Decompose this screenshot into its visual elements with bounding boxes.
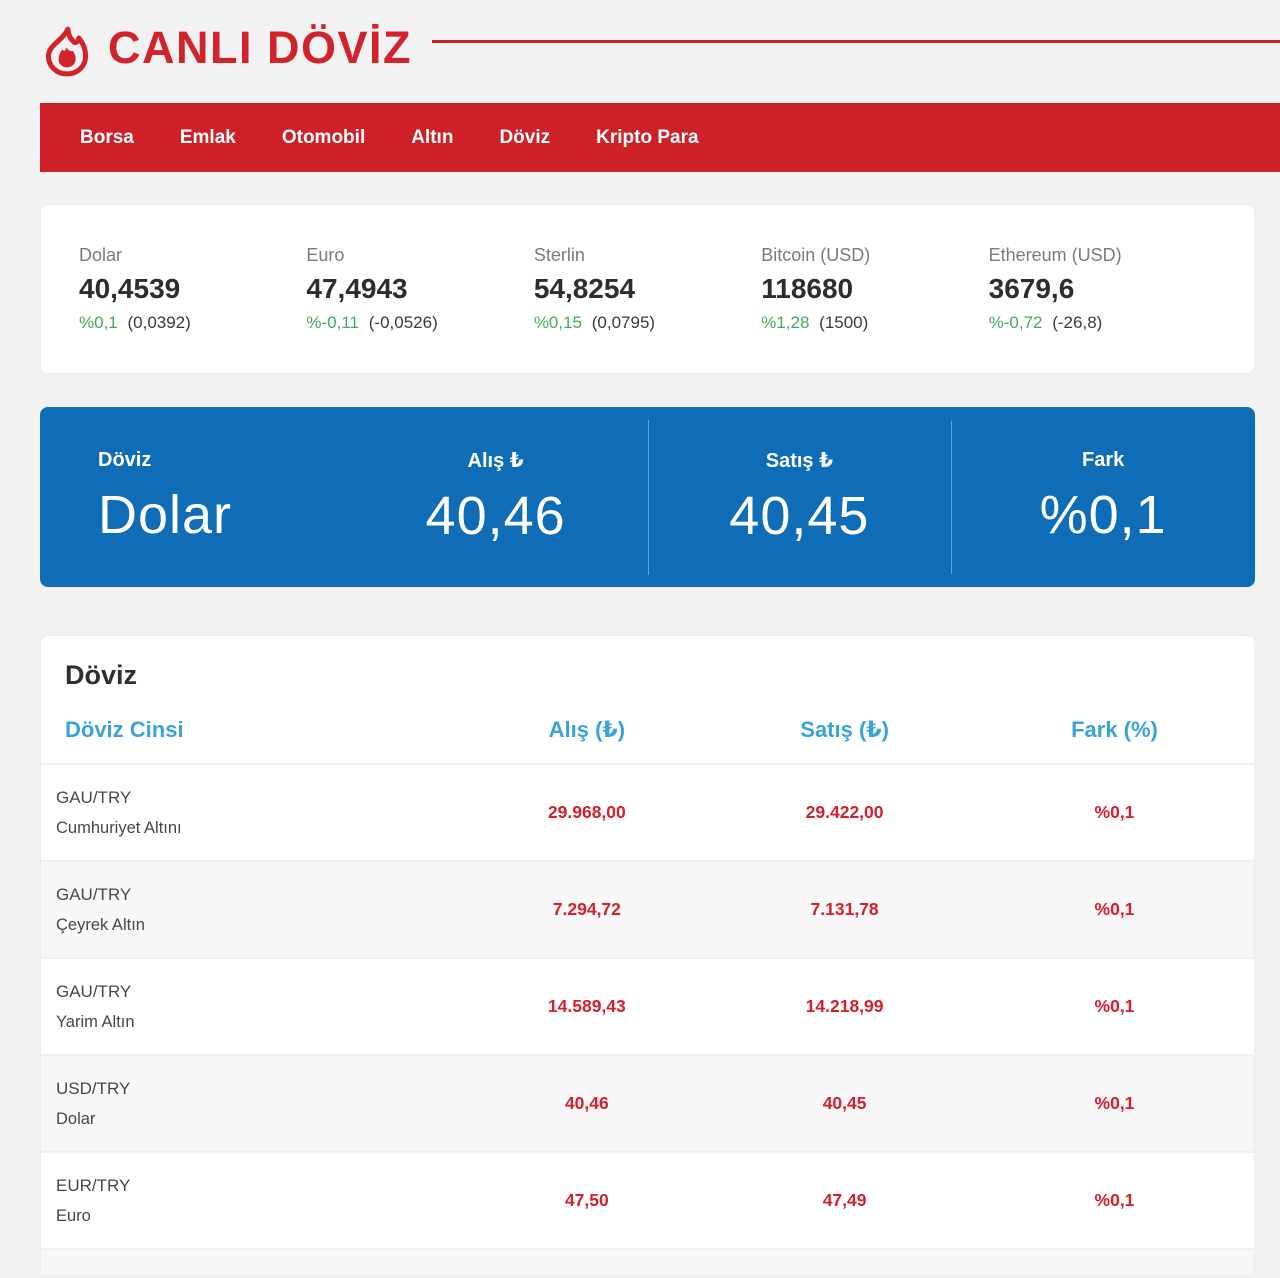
pair-name: Euro <box>56 1206 91 1225</box>
column-header-pair[interactable]: Döviz Cinsi <box>65 717 184 742</box>
pair-name: Yarim Altın <box>56 1012 135 1031</box>
change-percent: %0,1 <box>79 313 118 332</box>
featured-currency-label: Döviz <box>98 448 152 471</box>
nav-item-altin[interactable]: Altın <box>411 126 454 148</box>
nav-item-otomobil[interactable]: Otomobil <box>281 126 366 148</box>
featured-sell: Satış ₺ 40,45 <box>647 419 952 575</box>
featured-buy-value: 40,46 <box>425 485 566 546</box>
featured-diff: Fark %0,1 <box>951 420 1255 574</box>
ticker-name: Euro <box>306 245 345 265</box>
sell-cell: 47,49 <box>822 1190 867 1210</box>
ticker-change: %0,15 (0,0795) <box>534 313 761 333</box>
ticker-value: 3679,6 <box>988 273 1075 304</box>
featured-sell-value: 40,45 <box>729 485 870 546</box>
currency-table-card: Döviz Döviz Cinsi Alış (₺) Satış (₺) Far… <box>40 635 1255 1274</box>
sell-cell: 7.131,78 <box>810 899 879 919</box>
header-rule <box>432 40 1280 43</box>
table-row[interactable]: EUR/TRY Euro 47,50 47,49 %0,1 <box>41 1151 1254 1248</box>
change-absolute: (1500) <box>819 313 869 332</box>
buy-cell: 14.589,43 <box>547 996 626 1016</box>
table-row[interactable]: USD/TRY Dolar 40,46 40,45 %0,1 <box>41 1054 1254 1151</box>
column-header-buy[interactable]: Alış (₺) <box>548 717 626 742</box>
ticker-item-dolar[interactable]: Dolar 40,4539 %0,1 (0,0392) <box>79 245 306 333</box>
flame-icon[interactable] <box>40 24 94 80</box>
pair-name: Cumhuriyet Altını <box>56 818 182 837</box>
change-percent: %-0,72 <box>988 313 1043 332</box>
nav-item-emlak[interactable]: Emlak <box>179 126 236 148</box>
featured-buy-label: Alış ₺ <box>467 449 524 472</box>
pair-cell: GAU/TRY Çeyrek Altın <box>41 885 459 935</box>
diff-cell: %0,1 <box>1094 1190 1135 1210</box>
main-nav: Borsa Emlak Otomobil Altın Döviz Kripto … <box>40 103 1280 172</box>
ticker-item-sterlin[interactable]: Sterlin 54,8254 %0,15 (0,0795) <box>534 245 761 333</box>
ticker-value: 118680 <box>761 273 854 304</box>
diff-cell: %0,1 <box>1094 1093 1135 1113</box>
featured-diff-label: Fark <box>1082 448 1125 471</box>
featured-currency: Döviz Dolar <box>40 443 344 552</box>
ticker-change: %0,1 (0,0392) <box>79 313 306 333</box>
pair-cell: GAU/TRY Yarim Altın <box>41 982 459 1032</box>
pair-code: USD/TRY <box>56 1078 131 1098</box>
ticker-value: 40,4539 <box>79 273 181 304</box>
ticker-item-bitcoin[interactable]: Bitcoin (USD) 118680 %1,28 (1500) <box>761 245 988 333</box>
table-row[interactable]: GAU/TRY Yarim Altın 14.589,43 14.218,99 … <box>41 957 1254 1054</box>
ticker-item-ethereum[interactable]: Ethereum (USD) 3679,6 %-0,72 (-26,8) <box>989 245 1216 333</box>
pair-cell: EUR/TRY Euro <box>41 1176 459 1226</box>
change-percent: %-0,11 <box>306 313 360 332</box>
pair-cell: USD/TRY Dolar <box>41 1079 459 1129</box>
change-absolute: (0,0392) <box>127 313 191 332</box>
pair-name: Çeyrek Altın <box>56 915 145 934</box>
ticker-name: Dolar <box>79 245 123 265</box>
change-absolute: (-26,8) <box>1052 313 1103 332</box>
buy-cell: 29.968,00 <box>547 802 626 822</box>
sell-cell: 40,45 <box>822 1093 867 1113</box>
table-row-clipped <box>41 1248 1254 1274</box>
table-title: Döviz <box>65 660 138 690</box>
change-percent: %1,28 <box>761 313 810 332</box>
diff-cell: %0,1 <box>1094 996 1135 1016</box>
featured-sell-label: Satış ₺ <box>765 449 834 472</box>
ticker-value: 54,8254 <box>533 273 636 304</box>
logo-text[interactable]: CANLI DÖVİZ <box>108 21 412 73</box>
pair-code: GAU/TRY <box>56 981 132 1001</box>
sell-cell: 14.218,99 <box>805 996 884 1016</box>
diff-cell: %0,1 <box>1094 899 1135 919</box>
ticker-item-euro[interactable]: Euro 47,4943 %-0,11 (-0,0526) <box>306 245 533 333</box>
change-absolute: (0,0795) <box>591 313 656 332</box>
ticker-name: Bitcoin (USD) <box>761 245 871 265</box>
buy-cell: 40,46 <box>564 1093 609 1113</box>
featured-rate-panel: Döviz Dolar Alış ₺ 40,46 Satış ₺ 40,45 F… <box>40 407 1255 587</box>
buy-cell: 7.294,72 <box>552 899 621 919</box>
change-absolute: (-0,0526) <box>368 313 438 332</box>
nav-item-kripto-para[interactable]: Kripto Para <box>596 126 699 148</box>
pair-code: GAU/TRY <box>56 884 132 904</box>
site-header: CANLI DÖVİZ <box>0 0 1280 103</box>
table-row[interactable]: GAU/TRY Çeyrek Altın 7.294,72 7.131,78 %… <box>41 860 1254 957</box>
nav-item-borsa[interactable]: Borsa <box>80 126 134 148</box>
table-row[interactable]: GAU/TRY Cumhuriyet Altını 29.968,00 29.4… <box>41 763 1254 860</box>
pair-code: GAU/TRY <box>56 787 132 807</box>
market-ticker-card: Dolar 40,4539 %0,1 (0,0392) Euro 47,4943… <box>40 204 1255 374</box>
diff-cell: %0,1 <box>1094 802 1135 822</box>
buy-cell: 47,50 <box>564 1190 609 1210</box>
featured-currency-name: Dolar <box>98 484 233 545</box>
column-header-diff[interactable]: Fark (%) <box>1071 717 1158 742</box>
ticker-name: Ethereum (USD) <box>988 245 1122 265</box>
ticker-change: %1,28 (1500) <box>761 313 988 333</box>
ticker-change: %-0,72 (-26,8) <box>989 313 1216 333</box>
change-percent: %0,15 <box>533 313 583 332</box>
table-header-row: Döviz Cinsi Alış (₺) Satış (₺) Fark (%) <box>41 691 1254 763</box>
featured-diff-value: %0,1 <box>1039 484 1167 545</box>
ticker-value: 47,4943 <box>306 273 408 304</box>
featured-buy: Alış ₺ 40,46 <box>344 442 648 553</box>
nav-item-doviz[interactable]: Döviz <box>499 126 551 148</box>
pair-cell: GAU/TRY Cumhuriyet Altını <box>41 788 459 838</box>
pair-name: Dolar <box>56 1109 96 1128</box>
column-header-sell[interactable]: Satış (₺) <box>800 717 889 742</box>
sell-cell: 29.422,00 <box>805 802 884 822</box>
pair-code: EUR/TRY <box>56 1175 131 1195</box>
ticker-name: Sterlin <box>533 245 585 265</box>
ticker-change: %-0,11 (-0,0526) <box>306 313 533 333</box>
